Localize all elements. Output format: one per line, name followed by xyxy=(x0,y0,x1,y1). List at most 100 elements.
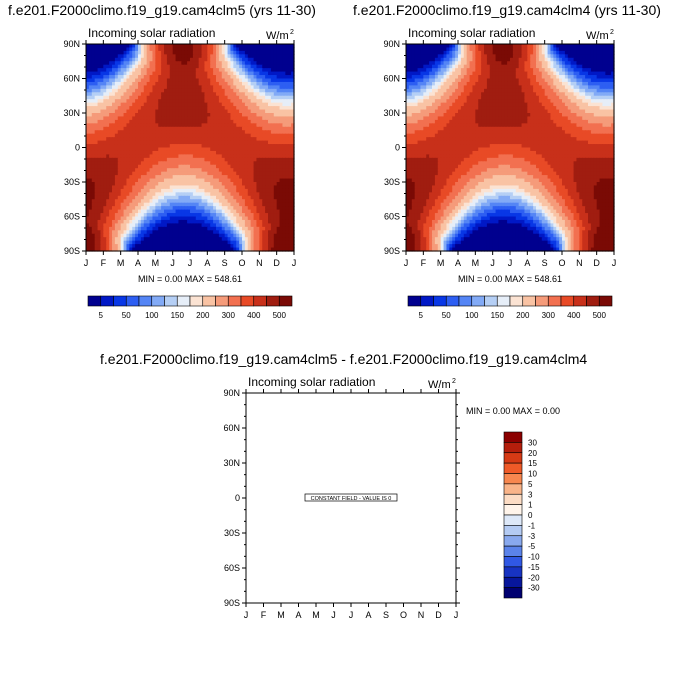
left-field-cell xyxy=(132,223,136,228)
left-field-cell xyxy=(109,50,113,55)
left-field-cell xyxy=(242,233,246,238)
right-field-cell xyxy=(423,50,427,55)
left-field-cell xyxy=(291,57,295,62)
right-field-cell xyxy=(455,50,459,55)
left-field-cell xyxy=(169,150,174,155)
left-field-cell xyxy=(273,195,278,200)
left-field-cell xyxy=(233,88,237,93)
left-field-cell xyxy=(114,226,119,231)
left-field-cell xyxy=(149,216,154,221)
left-field-cell xyxy=(242,85,246,90)
right-field-cell xyxy=(460,47,465,52)
left-field-cell xyxy=(166,54,171,59)
left-field-cell xyxy=(265,233,269,238)
right-field-cell xyxy=(562,57,566,62)
left-field-cell xyxy=(242,102,246,107)
right-field-cell xyxy=(434,64,439,69)
left-field-cell xyxy=(288,109,292,114)
left-field-cell xyxy=(187,233,191,238)
left-field-cell xyxy=(282,140,286,145)
left-field-cell xyxy=(253,102,258,107)
left-field-cell xyxy=(114,47,119,52)
left-field-cell xyxy=(262,54,266,59)
left-field-cell xyxy=(282,213,286,218)
left-field-cell xyxy=(276,78,281,83)
left-field-cell xyxy=(273,164,278,169)
left-field-cell xyxy=(236,123,240,128)
left-field-cell xyxy=(120,137,125,142)
left-field-cell xyxy=(201,123,206,128)
left-field-cell xyxy=(204,50,208,55)
left-field-cell xyxy=(97,144,102,149)
right-field-cell xyxy=(420,50,424,55)
left-field-cell xyxy=(109,102,113,107)
right-field-cell xyxy=(495,50,500,55)
left-field-cell xyxy=(149,244,154,249)
left-field-cell xyxy=(239,102,243,107)
left-field-cell xyxy=(273,168,278,173)
left-field-cell xyxy=(138,216,142,221)
left-field-cell xyxy=(236,126,240,131)
right-field-cell xyxy=(466,54,471,59)
left-field-cell xyxy=(129,195,133,200)
left-field-cell xyxy=(114,206,119,211)
left-field-cell xyxy=(201,237,206,242)
left-field-cell xyxy=(276,233,281,238)
left-field-cell xyxy=(198,185,203,190)
left-field-cell xyxy=(123,54,128,59)
left-field-cell xyxy=(195,247,200,252)
left-field-cell xyxy=(86,244,90,249)
right-field-cell xyxy=(527,57,531,62)
right-field-cell xyxy=(411,61,416,66)
right-field-cell xyxy=(443,68,448,73)
left-field-cell xyxy=(120,154,125,159)
left-field-cell xyxy=(135,195,139,200)
left-field-cell xyxy=(135,168,139,173)
left-field-cell xyxy=(123,244,128,249)
left-field-cell xyxy=(161,116,165,121)
left-field-cell xyxy=(291,209,295,214)
right-field-cell xyxy=(495,57,500,62)
left-field-cell xyxy=(276,230,281,235)
left-colorbar-box xyxy=(151,295,165,307)
left-field-cell xyxy=(91,137,96,142)
left-field-cell xyxy=(190,195,194,200)
left-field-cell xyxy=(178,240,182,245)
left-field-cell xyxy=(247,192,252,197)
left-field-cell xyxy=(152,226,156,231)
left-field-cell xyxy=(227,161,232,166)
left-field-cell xyxy=(192,188,197,193)
right-field-cell xyxy=(443,44,448,49)
left-field-cell xyxy=(138,144,142,149)
left-field-cell xyxy=(244,44,249,49)
left-field-cell xyxy=(236,206,240,211)
left-field-cell xyxy=(210,92,214,97)
left-field-cell xyxy=(276,188,281,193)
left-field-cell xyxy=(276,240,281,245)
left-field-cell xyxy=(282,161,286,166)
left-field-cell xyxy=(135,206,139,211)
left-field-cell xyxy=(224,61,229,66)
left-field-cell xyxy=(86,85,90,90)
left-field-cell xyxy=(242,50,246,55)
left-field-cell xyxy=(161,216,165,221)
left-field-cell xyxy=(233,61,237,66)
left-field-cell xyxy=(184,99,188,104)
left-field-cell xyxy=(268,206,272,211)
left-field-cell xyxy=(112,50,116,55)
left-field-cell xyxy=(198,161,203,166)
left-field-cell xyxy=(230,161,234,166)
left-field-cell xyxy=(109,113,113,118)
left-field-cell xyxy=(210,106,214,111)
left-field-cell xyxy=(288,168,292,173)
left-field-cell xyxy=(138,230,142,235)
left-field-cell xyxy=(114,140,119,145)
left-field-cell xyxy=(285,154,289,159)
right-field-cell xyxy=(544,50,549,55)
right-field-cell xyxy=(437,64,442,69)
left-field-cell xyxy=(192,81,197,86)
right-field-cell xyxy=(498,61,502,66)
left-field-cell xyxy=(233,123,237,128)
right-field-cell xyxy=(406,47,410,52)
left-field-cell xyxy=(256,147,260,152)
